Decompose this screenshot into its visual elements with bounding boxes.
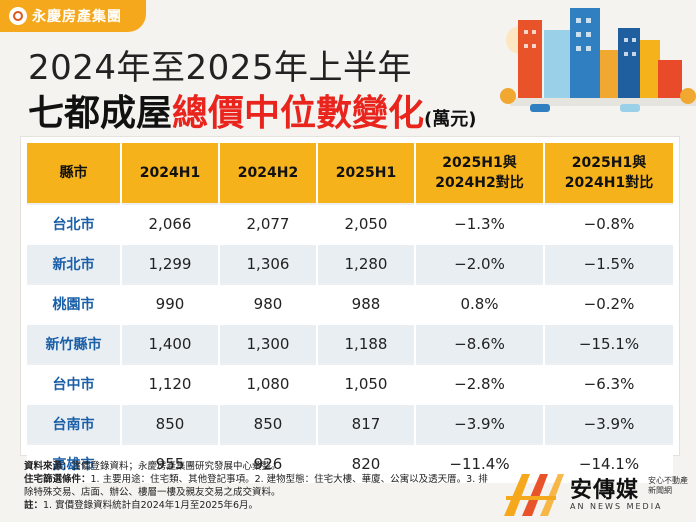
cell-2024h2: 1,306 [219, 243, 318, 284]
cell-city: 台中市 [27, 363, 122, 404]
media-subtitle: AN NEWS MEDIA [570, 502, 663, 511]
cell-2024h2: 926 [219, 443, 318, 483]
cell-2024h1: 1,299 [121, 243, 220, 284]
header-city: 縣市 [27, 143, 122, 204]
table-row: 台南市 850 850 817 −3.9% −3.9% [27, 403, 673, 444]
cell-2025h1: 1,050 [317, 363, 416, 404]
cell-vs-2024h1: −0.8% [544, 203, 673, 244]
title-line-2: 七都成屋總價中位數變化(萬元) [28, 84, 476, 136]
note-source-text: 實價登錄資料；永慶房產集團研究發展中心彙整。 [71, 461, 281, 472]
title-unit: (萬元) [424, 109, 477, 130]
cell-vs-2024h1: −14.1% [544, 443, 673, 483]
cell-2025h1: 2,050 [317, 203, 416, 244]
header-2024h1: 2024H1 [121, 143, 220, 204]
note-criteria-text: 1. 主要用途：住宅類、其他登記事項。2. 建物型態：住宅大樓、華廈、公寓以及透… [24, 474, 488, 498]
title-line-1: 2024年至2025年上半年 [28, 48, 413, 88]
table-header-row: 縣市 2024H1 2024H2 2025H1 2025H1與 2024H2對比… [27, 143, 673, 204]
media-watermark: 安傳媒 AN NEWS MEDIA 安心不動產新聞網 [500, 466, 696, 522]
note-footnote-label: 註： [24, 500, 44, 511]
cell-2024h1: 955 [121, 443, 220, 483]
cell-2025h1: 820 [317, 443, 416, 483]
media-tagline: 安心不動產新聞網 [648, 476, 688, 495]
cell-2024h1: 990 [121, 283, 220, 324]
cell-vs-2024h2: 0.8% [415, 283, 545, 324]
cell-vs-2024h2: −3.9% [415, 403, 545, 444]
cell-2025h1: 817 [317, 403, 416, 444]
cell-vs-2024h2: −1.3% [415, 203, 545, 244]
cell-vs-2024h1: −3.9% [544, 403, 673, 444]
title-black-part: 七都成屋 [28, 93, 173, 134]
note-footnote-text: 1. 實價登錄資料統計自2024年1月至2025年6月。 [43, 500, 259, 511]
brand-name: 永慶房產集團 [32, 9, 122, 25]
note-source: 資料來源：實價登錄資料；永慶房產集團研究發展中心彙整。 [24, 460, 494, 473]
note-footnote: 註：1. 實價登錄資料統計自2024年1月至2025年6月。 [24, 499, 494, 512]
title-red-part: 總價中位數變化 [172, 93, 425, 134]
table-row: 新北市 1,299 1,306 1,280 −2.0% −1.5% [27, 243, 673, 284]
media-logo-icon [504, 474, 564, 516]
cell-2024h1: 1,400 [121, 323, 220, 364]
cell-city: 新竹縣市 [27, 323, 122, 364]
cell-2024h2: 850 [219, 403, 318, 444]
cell-2024h1: 1,120 [121, 363, 220, 404]
footnotes: 資料來源：實價登錄資料；永慶房產集團研究發展中心彙整。 住宅篩選條件：1. 主要… [24, 460, 494, 512]
cell-vs-2024h2: −2.0% [415, 243, 545, 284]
cell-vs-2024h1: −6.3% [544, 363, 673, 404]
cell-city: 台南市 [27, 403, 122, 444]
cell-2025h1: 988 [317, 283, 416, 324]
cell-2024h2: 2,077 [219, 203, 318, 244]
note-source-label: 資料來源： [24, 461, 72, 472]
cell-vs-2024h1: −0.2% [544, 283, 673, 324]
cell-2024h2: 1,080 [219, 363, 318, 404]
header-2025h1: 2025H1 [317, 143, 416, 204]
note-criteria-label: 住宅篩選條件： [24, 474, 91, 485]
table-row: 新竹縣市 1,400 1,300 1,188 −8.6% −15.1% [27, 323, 673, 364]
brand-logo-bar: 永慶房產集團 [0, 0, 146, 32]
cell-vs-2024h1: −15.1% [544, 323, 673, 364]
cell-vs-2024h2: −8.6% [415, 323, 545, 364]
cell-vs-2024h1: −1.5% [544, 243, 673, 284]
table-panel: 縣市 2024H1 2024H2 2025H1 2025H1與 2024H2對比… [20, 136, 680, 483]
cell-2024h1: 850 [121, 403, 220, 444]
price-table: 縣市 2024H1 2024H2 2025H1 2025H1與 2024H2對比… [27, 143, 673, 483]
table-row: 高雄市 955 926 820 −11.4% −14.1% [27, 443, 673, 483]
cell-city: 高雄市 [27, 443, 122, 483]
header-vs-2024h2: 2025H1與 2024H2對比 [415, 143, 545, 204]
brand-logo-icon [9, 7, 27, 25]
cell-2024h2: 980 [219, 283, 318, 324]
cell-2024h2: 1,300 [219, 323, 318, 364]
cell-city: 台北市 [27, 203, 122, 244]
table-row: 桃園市 990 980 988 0.8% −0.2% [27, 283, 673, 324]
header-vs-2024h1: 2025H1與 2024H1對比 [544, 143, 673, 204]
note-criteria: 住宅篩選條件：1. 主要用途：住宅類、其他登記事項。2. 建物型態：住宅大樓、華… [24, 473, 494, 499]
media-name: 安傳媒 [570, 478, 640, 503]
cell-2024h1: 2,066 [121, 203, 220, 244]
header-2024h2: 2024H2 [219, 143, 318, 204]
cell-city: 新北市 [27, 243, 122, 284]
cell-vs-2024h2: −11.4% [415, 443, 545, 483]
cell-city: 桃園市 [27, 283, 122, 324]
cell-2025h1: 1,280 [317, 243, 416, 284]
table-row: 台北市 2,066 2,077 2,050 −1.3% −0.8% [27, 203, 673, 244]
cell-vs-2024h2: −2.8% [415, 363, 545, 404]
table-row: 台中市 1,120 1,080 1,050 −2.8% −6.3% [27, 363, 673, 404]
city-skyline-illustration [500, 8, 696, 112]
cell-2025h1: 1,188 [317, 323, 416, 364]
